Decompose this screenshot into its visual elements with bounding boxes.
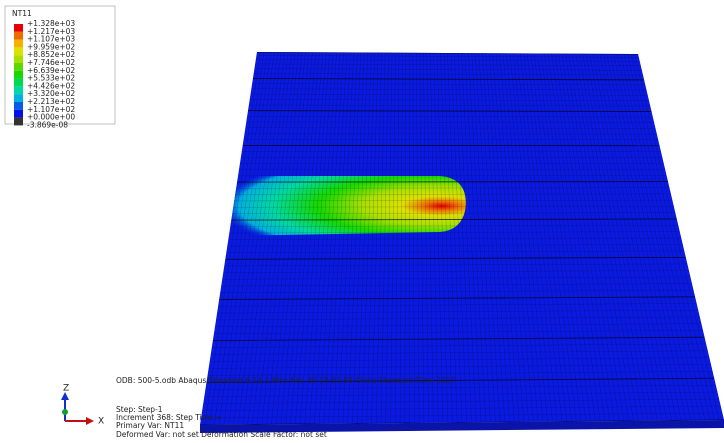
legend-swatch (14, 86, 23, 94)
legend-swatch (14, 94, 23, 102)
legend-label: -3.869e-08 (27, 120, 68, 129)
info-deformed: Deformed Var: not set Deformation Scale … (116, 430, 327, 439)
legend-swatch (14, 63, 23, 71)
legend-swatch (14, 32, 23, 40)
legend-title: NT11 (12, 9, 32, 18)
legend-swatch (14, 71, 23, 79)
legend: +1.328e+03+1.217e+03+1.107e+03+9.959e+02… (14, 19, 75, 129)
legend-swatch (14, 79, 23, 87)
triad-x: X (98, 417, 104, 427)
info-odb: ODB: 500-5.odb Abaqus/Standard 6.14-1 Mo… (116, 376, 455, 385)
legend-swatch (14, 102, 23, 110)
legend-swatch (14, 110, 23, 118)
info-primary: Primary Var: NT11 (116, 421, 184, 430)
legend-swatch (14, 40, 23, 48)
viewport: NT11 +1.328e+03+1.217e+03+1.107e+03+9.95… (0, 0, 724, 443)
legend-swatch (14, 55, 23, 63)
triad: Z X (61, 384, 104, 427)
legend-swatch (14, 118, 23, 126)
plate (200, 52, 724, 425)
triad-z: Z (63, 384, 69, 394)
legend-swatch (14, 47, 23, 55)
legend-swatch (14, 24, 23, 32)
